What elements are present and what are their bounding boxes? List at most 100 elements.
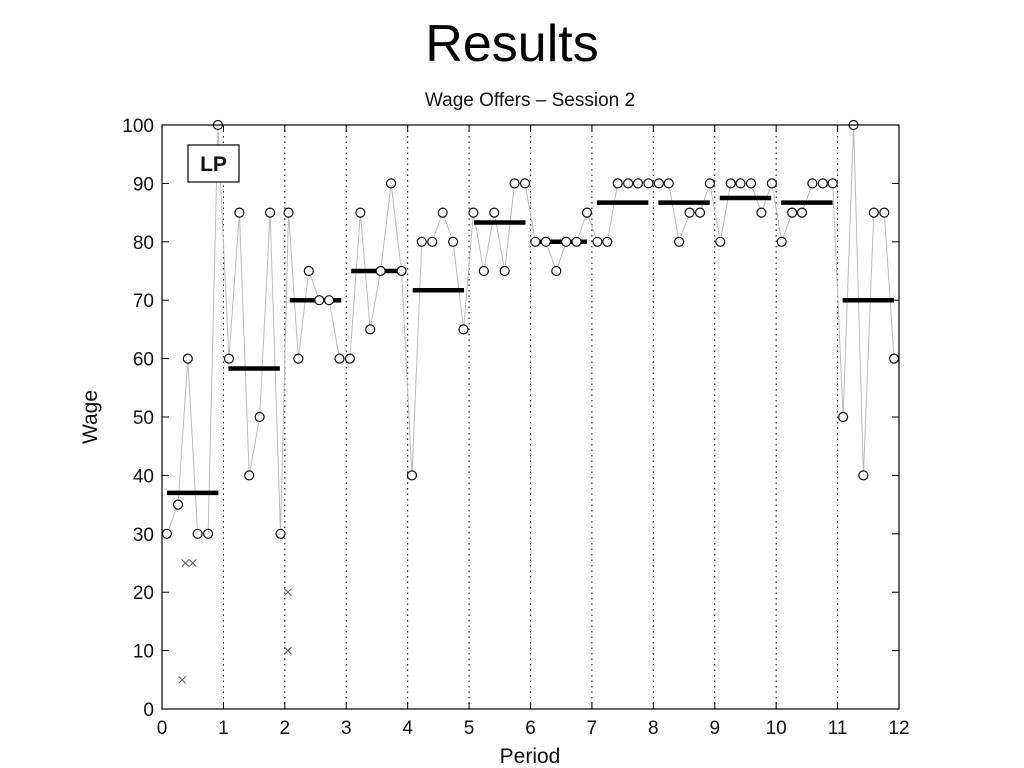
y-tick-label: 60 — [133, 350, 154, 371]
wage-offer-point — [612, 178, 623, 189]
x-tick-label: 7 — [587, 718, 598, 739]
wage-offer-point — [540, 236, 551, 247]
wage-offer-point — [888, 353, 900, 364]
wage-offer-point — [264, 207, 276, 218]
y-tick-label: 40 — [133, 466, 154, 487]
x-tick-label: 1 — [218, 718, 229, 739]
wage-offer-point — [602, 236, 613, 247]
x-tick-label: 0 — [157, 718, 168, 739]
offer-line — [166, 124, 895, 535]
wage-offer-point — [817, 178, 828, 189]
wage-offer-point — [632, 178, 644, 189]
lp-label-box — [187, 144, 240, 183]
wage-offer-point — [489, 207, 500, 218]
wage-offer-point — [416, 236, 427, 247]
wage-offer-point — [519, 178, 531, 189]
y-tick-label: 20 — [133, 583, 154, 604]
cross-marker — [181, 559, 190, 567]
cross-marker — [188, 559, 197, 567]
wage-offer-point — [161, 528, 173, 539]
y-tick-label: 0 — [143, 700, 154, 721]
wage-offer-point — [275, 528, 286, 539]
x-tick-label: 2 — [280, 718, 291, 739]
wage-offer-point — [468, 207, 479, 218]
wage-offer-point — [623, 178, 634, 189]
wage-offer-point — [478, 265, 489, 277]
y-tick-label: 30 — [133, 525, 154, 546]
wage-offer-point — [561, 236, 572, 247]
offer-connecting-lines — [166, 124, 895, 535]
wage-offer-point — [807, 178, 818, 189]
wage-offer-point — [725, 178, 736, 189]
x-tick-label: 6 — [525, 718, 536, 739]
y-tick-label: 90 — [133, 174, 154, 195]
wage-offer-point — [283, 207, 294, 218]
chart-title: Wage Offers – Session 2 — [425, 90, 635, 111]
x-tick-label: 9 — [709, 718, 720, 739]
cross-stroke — [284, 646, 292, 655]
wage-offer-point — [663, 178, 674, 189]
wage-offer-point — [674, 236, 685, 247]
wage-offer-point — [334, 353, 345, 364]
wage-offer-point — [551, 265, 562, 277]
wage-offer-point — [499, 265, 510, 277]
y-tick-label: 50 — [133, 408, 154, 429]
wage-offer-point — [684, 207, 695, 218]
wage-offer-point — [223, 353, 235, 364]
wage-offer-point — [365, 324, 376, 335]
wage-offer-point — [254, 411, 265, 423]
wage-offer-point — [868, 207, 879, 218]
wage-offer-point — [385, 178, 397, 189]
cross-stroke — [181, 559, 190, 567]
cross-markers — [178, 559, 292, 684]
x-tick-label: 12 — [888, 718, 909, 739]
y-tick-label: 10 — [133, 642, 154, 663]
wage-offer-point — [437, 207, 448, 218]
wage-offer-point — [879, 207, 890, 218]
wage-offer-point — [244, 470, 255, 481]
x-tick-label: 8 — [648, 718, 659, 739]
wage-offer-point — [192, 528, 203, 539]
wage-offer-point — [427, 236, 438, 247]
wage-offer-point — [745, 178, 757, 189]
wage-offer-point — [838, 411, 849, 423]
wage-offer-point — [715, 236, 726, 247]
period-mean-bars — [167, 195, 894, 496]
x-tick-label: 4 — [402, 718, 413, 739]
period-divider-lines — [222, 125, 839, 709]
wage-offer-point — [509, 178, 520, 189]
plot-frame — [161, 124, 900, 710]
lp-label: LP — [200, 153, 227, 176]
wage-offer-point — [396, 265, 407, 277]
y-tick-label: 80 — [133, 233, 154, 254]
wage-offer-point — [694, 207, 706, 218]
slide-title: Results — [425, 15, 599, 73]
wage-offer-point — [796, 207, 808, 218]
wage-offer-point — [766, 178, 777, 189]
wage-offer-point — [530, 236, 541, 247]
wage-offer-point — [592, 236, 603, 247]
x-tick-label: 10 — [766, 718, 787, 739]
wage-offer-point — [323, 295, 335, 306]
wage-offer-point — [756, 207, 767, 218]
wage-offer-point — [344, 353, 356, 364]
wage-offer-point — [234, 207, 245, 218]
wage-offer-point — [406, 470, 418, 481]
wage-offer-point — [643, 178, 654, 189]
cross-marker — [284, 646, 292, 655]
cross-marker — [178, 675, 187, 684]
x-tick-label: 3 — [341, 718, 352, 739]
wage-offer-point — [375, 265, 386, 277]
wage-offer-point — [827, 178, 838, 189]
wage-offer-point — [448, 236, 459, 247]
wage-offer-point — [858, 470, 869, 481]
wage-offer-point — [355, 207, 366, 218]
cross-stroke — [178, 675, 187, 684]
cross-marker — [284, 588, 292, 597]
wage-offer-point — [735, 178, 746, 189]
wage-offer-point — [571, 236, 582, 247]
wage-offer-point — [293, 353, 304, 364]
y-axis-label: Wage — [79, 390, 102, 444]
wage-offer-point — [787, 207, 798, 218]
